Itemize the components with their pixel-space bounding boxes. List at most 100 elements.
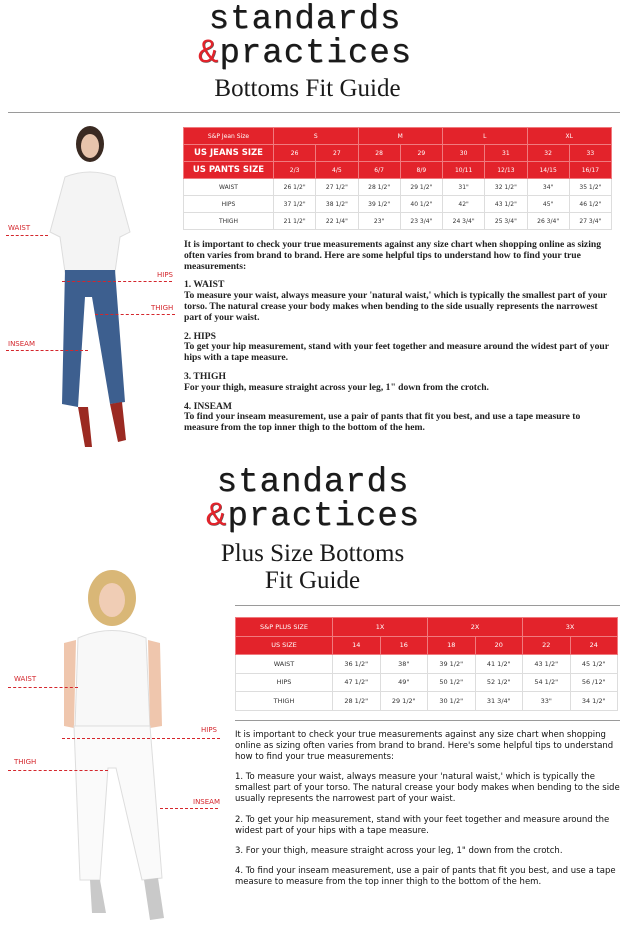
table-cell: 54 1/2" (522, 672, 571, 692)
table-cell: WAIST (235, 654, 333, 674)
table-cell: 27 3/4" (568, 212, 613, 230)
table-cell: 23" (357, 212, 401, 230)
table-cell: 36 1/2" (332, 654, 381, 674)
divider (235, 605, 620, 606)
waist-label: WAIST (8, 224, 31, 232)
table-cell: 27 (315, 144, 359, 162)
table-cell: 29 (399, 144, 444, 162)
table-cell: 12/13 (484, 161, 528, 179)
table-cell: 43 1/2" (522, 654, 571, 674)
table-cell: 29 1/2" (399, 178, 444, 196)
table-cell: 52 1/2" (474, 672, 523, 692)
table-cell: 26 1/2" (272, 178, 317, 196)
plus-measuring-tips: It is important to check your true measu… (235, 730, 622, 897)
inseam-label: INSEAM (8, 340, 35, 348)
table-cell: 32 1/2" (484, 178, 528, 196)
tip-item: 3. THIGH For your thigh, measure straigh… (184, 370, 614, 394)
tip-text: To get your hip measurement, stand with … (184, 341, 609, 364)
table-cell: 35 1/2" (568, 178, 613, 196)
table-cell: 31 3/4" (474, 691, 523, 711)
tip-item: 4. INSEAM To find your inseam measurement… (184, 401, 614, 434)
table-cell: 56 /12" (569, 672, 618, 692)
table-cell: 28 1/2" (357, 178, 401, 196)
table-cell: 40 1/2" (399, 195, 444, 213)
tip-heading: 1. WAIST (184, 279, 225, 291)
table-cell: 10/11 (441, 161, 486, 179)
table-cell: 8/9 (399, 161, 444, 179)
table-cell: 27 1/2" (315, 178, 359, 196)
table-cell: 41 1/2" (474, 654, 523, 674)
tip-text: For your thigh, measure straight across … (184, 381, 489, 393)
table-cell: 47 1/2" (332, 672, 381, 692)
tip-item: 3. For your thigh, measure straight acro… (235, 845, 563, 856)
table-cell: WAIST (183, 178, 274, 196)
table-cell: 2/3 (272, 161, 317, 179)
table-cell: 14/15 (526, 161, 570, 179)
table-cell: 38" (379, 654, 428, 674)
table-cell: 34" (526, 178, 570, 196)
table-cell: 50 1/2" (427, 672, 476, 692)
table-cell: 28 (357, 144, 401, 162)
table-cell: 24 (569, 635, 618, 655)
table-cell: HIPS (183, 195, 274, 213)
table-cell: 23 3/4" (399, 212, 444, 230)
plus-title: Plus Size Bottoms Fit Guide (220, 540, 405, 594)
table-cell: 28 1/2" (332, 691, 381, 711)
page-title: Bottoms Fit Guide (214, 75, 401, 102)
table-cell: 24 3/4" (441, 212, 486, 230)
table-row: HIPS 37 1/2" 38 1/2" 39 1/2" 40 1/2" 42" 43 1/… (183, 195, 613, 213)
table-cell: 31 (484, 144, 528, 162)
tip-item: 1. To measure your waist, always measure… (235, 772, 620, 805)
brand-logo: standards &practices (180, 3, 430, 71)
hips-label-2: HIPS (201, 726, 217, 734)
table-row: THIGH 28 1/2" 29 1/2" 30 1/2" 31 3/4" 33" 34 1… (235, 691, 618, 711)
table-cell: 39 1/2" (357, 195, 401, 213)
waist-label-2: WAIST (14, 675, 37, 683)
table-cell: 32 (526, 144, 570, 162)
plus-size-chart-table: S&P PLUS SIZE 1X 2X 3X US SIZE 14 16 18 20 22 24… (235, 617, 618, 711)
tip-item: 2. HIPS To get your hip measurement, stan… (184, 330, 614, 364)
tip-item: 2. To get your hip measurement, stand wi… (235, 814, 610, 836)
tip-heading: 3. THIGH (184, 370, 226, 382)
table-cell: 6/7 (357, 161, 401, 179)
table-cell: 26 (272, 144, 317, 162)
hips-label: HIPS (157, 271, 173, 279)
inseam-label-2: INSEAM (193, 798, 220, 806)
table-cell: 18 (427, 635, 476, 655)
table-cell: 37 1/2" (272, 195, 317, 213)
tip-item: 4. To find your inseam measurement, use … (235, 865, 616, 887)
table-cell: HIPS (235, 672, 333, 692)
table-cell: 30 1/2" (427, 691, 476, 711)
table-cell: 43 1/2" (484, 195, 528, 213)
table-cell: 33 (568, 144, 613, 162)
table-cell: 45 1/2" (569, 654, 618, 674)
tip-heading: 2. HIPS (184, 330, 216, 342)
table-cell: 31" (441, 178, 486, 196)
table-cell: 25 3/4" (484, 212, 528, 230)
table-cell: 29 1/2" (379, 691, 428, 711)
table-row: WAIST 26 1/2" 27 1/2" 28 1/2" 29 1/2" 31" 32 1… (183, 178, 613, 196)
table-cell: 42" (441, 195, 486, 213)
table-cell: 46 1/2" (568, 195, 613, 213)
size-chart-table: S&P Jean Size S M L XL US JEANS SIZE 26 27 28 2… (183, 127, 613, 230)
plus-model-figure (64, 570, 164, 920)
tip-text: To find your inseam measurement, use a p… (184, 411, 581, 434)
model-figure (49, 126, 131, 447)
logo-line2: &practices (197, 35, 413, 73)
table-cell: 21 1/2" (272, 212, 317, 230)
table-cell: 16 (379, 635, 428, 655)
table-row: WAIST 36 1/2" 38" 39 1/2" 41 1/2" 43 1/2" 45 1… (235, 654, 618, 674)
table-cell: 49" (379, 672, 428, 692)
table-cell: 20 (474, 635, 523, 655)
thigh-label: THIGH (151, 304, 174, 312)
table-row: THIGH 21 1/2" 22 1/4" 23" 23 3/4" 24 3/4" 25 3… (183, 212, 613, 230)
table-cell: 22 1/4" (315, 212, 359, 230)
table-row: HIPS 47 1/2" 49" 50 1/2" 52 1/2" 54 1/2" 56 /1… (235, 672, 618, 692)
divider (235, 720, 620, 721)
tip-text: To measure your waist, always measure yo… (184, 290, 608, 323)
table-cell: 39 1/2" (427, 654, 476, 674)
table-cell: 45" (526, 195, 570, 213)
divider (8, 112, 620, 113)
table-cell: 26 3/4" (526, 212, 570, 230)
table-cell: 22 (522, 635, 571, 655)
